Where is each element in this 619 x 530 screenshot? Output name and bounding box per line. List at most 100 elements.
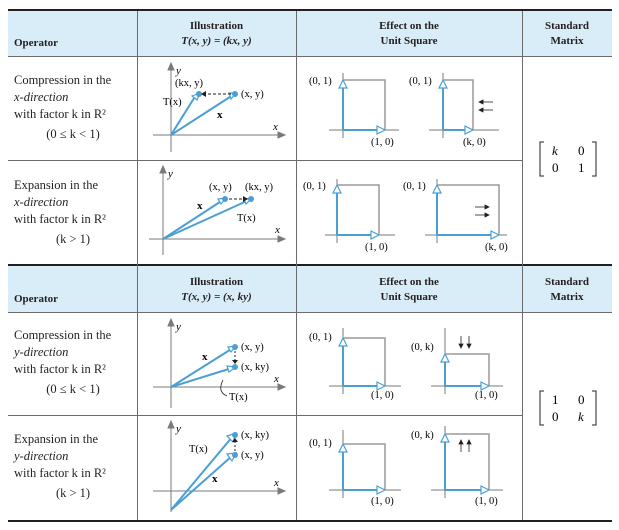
label-1-0-b: (1, 0) (475, 390, 498, 401)
header2-effect: Effect on the Unit Square (296, 275, 522, 305)
header1-effect: Effect on the Unit Square (296, 19, 522, 49)
header1-effect-line2: Unit Square (380, 35, 438, 47)
op-line2: x-direction (14, 90, 69, 104)
label-1-0-b: (1, 0) (475, 496, 498, 507)
header2-effect-line1: Effect on the (379, 276, 439, 288)
label-0-k: (0, k) (411, 430, 434, 441)
op-condition: (0 ≤ k < 1) (46, 382, 100, 396)
label-x-vector: x (197, 200, 203, 212)
label-k-0: (k, 0) (463, 137, 486, 148)
op-line1: Compression in the (14, 328, 112, 342)
top-rule (8, 9, 612, 11)
header1-illustration-title: Illustration (189, 20, 244, 32)
axis-y-label: y (175, 423, 181, 435)
header1-illustration-formula: T(x, y) = (kx, y) (181, 35, 252, 47)
label-1-0: (1, 0) (371, 390, 394, 401)
standard-matrix-1: k 0 0 1 (538, 141, 598, 177)
axis-y-label: y (175, 321, 181, 333)
label-0-1: (0, 1) (309, 438, 332, 449)
op-line3: with factor k in R² (14, 107, 106, 121)
unit-square-row3: (0, 1) (1, 0) (0, k) (1, 0) (309, 328, 503, 401)
header1-illustration: Illustration T(x, y) = (kx, y) (137, 19, 296, 49)
transformed-square (431, 328, 503, 394)
matrix-a: 1 (552, 392, 559, 407)
illustration-row2: y x (x, y) (kx, y) T(x) x (149, 164, 287, 255)
col-divider-2 (296, 11, 297, 520)
op-line2: y-direction (14, 449, 69, 463)
matrix-brackets: 1 0 0 k (539, 390, 597, 426)
matrix-d: 1 (578, 160, 585, 175)
label-x-ky: (x, ky) (241, 430, 269, 441)
op-line3: with factor k in R² (14, 466, 106, 480)
matrix-a: k (552, 143, 558, 158)
header1-standard-matrix: Standard Matrix (522, 19, 612, 49)
axis-x-label: x (274, 224, 280, 236)
operator-cell-row4: Expansion in the y-direction with factor… (14, 431, 132, 502)
original-square (329, 73, 399, 138)
label-0-1-b: (0, 1) (403, 181, 426, 192)
transformed-square (431, 426, 503, 498)
label-1-0: (1, 0) (371, 496, 394, 507)
label-x-vector: x (212, 473, 218, 485)
header2-illustration-title: Illustration (189, 276, 244, 288)
original-square (329, 328, 401, 394)
illustration-row1: y x (kx, y) (x, y) T(x) x (153, 61, 287, 152)
unit-square-row2: (0, 1) (1, 0) (0, 1) (k, 0) (303, 179, 508, 253)
label-0-1-b: (0, 1) (409, 76, 432, 87)
op-condition: (k > 1) (55, 232, 91, 246)
axis-x-label: x (272, 121, 278, 133)
op-line3: with factor k in R² (14, 212, 106, 226)
op-line1: Expansion in the (14, 432, 99, 446)
matrix-brackets: k 0 0 1 (539, 141, 597, 177)
axis-y-label: y (175, 65, 181, 77)
transformed-square (429, 73, 499, 138)
header1-standard-line2: Matrix (550, 35, 584, 47)
unit-square-row4: (0, 1) (1, 0) (0, k) (1, 0) (309, 426, 503, 507)
header2-standard-line1: Standard (544, 276, 590, 288)
operator-cell-row2: Expansion in the x-direction with factor… (14, 177, 132, 248)
matrix-b: 0 (578, 392, 585, 407)
label-Tx: T(x) (237, 213, 256, 224)
label-1-0: (1, 0) (371, 137, 394, 148)
header1-effect-line1: Effect on the (379, 20, 439, 32)
op-line2: x-direction (14, 195, 69, 209)
col-divider-3 (522, 11, 523, 520)
axis-x-label: x (273, 477, 279, 489)
operator-cell-row3: Compression in the y-direction with fact… (14, 327, 132, 398)
header2-standard-matrix: Standard Matrix (522, 275, 612, 305)
matrix-c: 0 (552, 160, 559, 175)
label-x-vector: x (217, 109, 223, 121)
label-x-y: (x, y) (209, 182, 232, 193)
header1-bottom-line (8, 56, 612, 57)
op-line1: Compression in the (14, 73, 112, 87)
op-line2: y-direction (14, 345, 69, 359)
transformed-square (425, 179, 507, 243)
header2-bottom-line (8, 312, 612, 313)
label-0-k: (0, k) (411, 342, 434, 353)
header-row-2 (8, 266, 612, 312)
col-divider-1 (137, 11, 138, 520)
illustration-row3: y x (x, y) (x, ky) x T(x) (153, 317, 287, 408)
header2-operator: Operator (14, 293, 58, 305)
row1-bottom-line (8, 160, 522, 161)
header1-standard-line1: Standard (544, 20, 590, 32)
matrix-c: 0 (552, 409, 559, 424)
label-Tx: T(x) (189, 444, 208, 455)
label-k-0: (k, 0) (485, 242, 508, 253)
row3-bottom-line (8, 415, 522, 416)
label-x-ky: (x, ky) (241, 362, 269, 373)
label-kx-y: (kx, y) (175, 78, 203, 89)
label-0-1: (0, 1) (309, 76, 332, 87)
label-0-1: (0, 1) (309, 332, 332, 343)
header1-operator: Operator (14, 37, 58, 49)
label-1-0: (1, 0) (365, 242, 388, 253)
original-square (329, 430, 401, 498)
mid-rule (8, 264, 612, 266)
label-x-vector: x (202, 351, 208, 363)
operator-cell-row1: Compression in the x-direction with fact… (14, 72, 132, 143)
label-kx-y: (kx, y) (245, 182, 273, 193)
label-Tx: T(x) (229, 392, 248, 403)
op-condition: (k > 1) (55, 486, 91, 500)
illustration-row4: y x (x, ky) (x, y) T(x) x (153, 419, 287, 512)
